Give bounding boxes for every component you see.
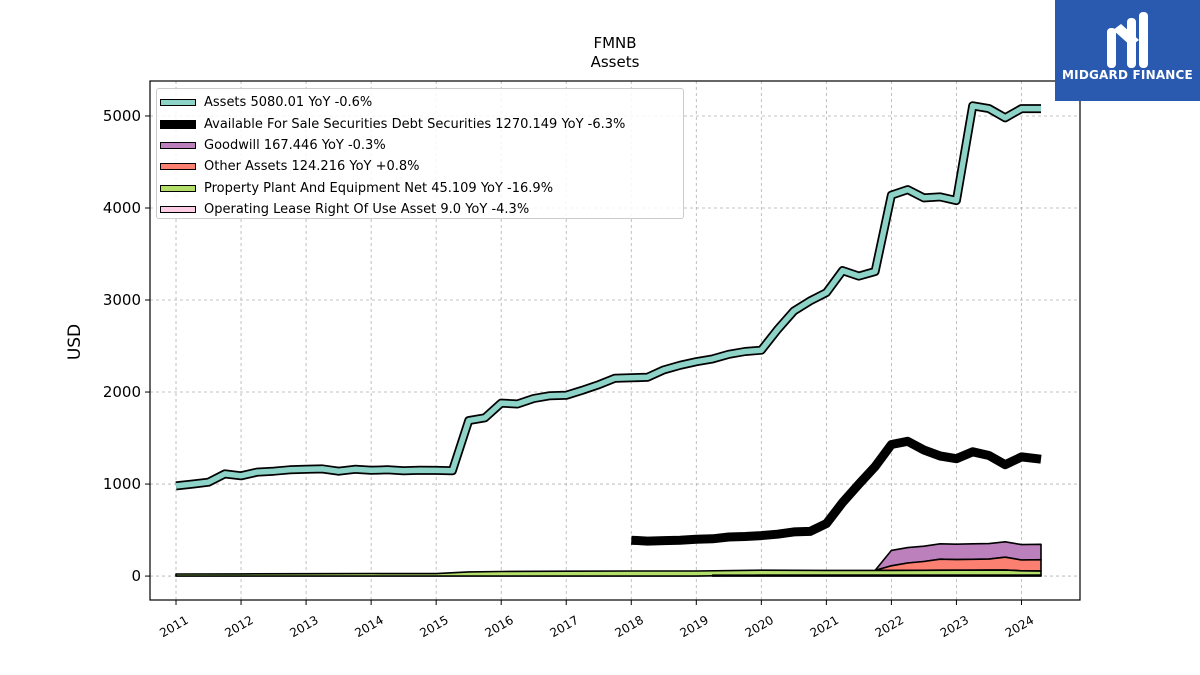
chart-title: FMNB	[593, 34, 636, 52]
area-operating-lease-right-of-use-asset	[711, 574, 1042, 577]
chart-subtitle: Assets	[591, 53, 640, 71]
legend: Assets 5080.01 YoY -0.6% Available For S…	[156, 88, 684, 219]
x-tick-label: 2013	[287, 613, 320, 640]
x-tick-label: 2021	[808, 613, 841, 640]
y-tick-label: 3000	[103, 291, 141, 309]
x-tick-label: 2024	[1003, 613, 1036, 640]
y-axis-label: USD	[65, 324, 85, 360]
y-tick-label: 2000	[103, 383, 141, 401]
x-tick-label: 2018	[613, 613, 646, 640]
legend-item-goodwill: Goodwill 167.446 YoY -0.3%	[157, 135, 683, 156]
legend-label: Other Assets 124.216 YoY +0.8%	[204, 159, 420, 175]
legend-label: Available For Sale Securities Debt Secur…	[204, 116, 626, 132]
x-tick-label: 2015	[417, 613, 450, 640]
line-available-for-sale-securities	[631, 436, 1042, 546]
x-tick-label: 2023	[938, 613, 971, 640]
x-tick-label: 2022	[873, 613, 906, 640]
legend-item-other-assets: Other Assets 124.216 YoY +0.8%	[157, 156, 683, 177]
x-tick-label: 2014	[352, 613, 385, 640]
legend-swatch	[160, 141, 196, 149]
legend-item-afs-securities: Available For Sale Securities Debt Secur…	[157, 113, 683, 134]
legend-swatch	[160, 206, 196, 214]
x-tick-label: 2016	[482, 613, 515, 640]
x-tick-label: 2017	[547, 613, 580, 640]
legend-label: Property Plant And Equipment Net 45.109 …	[204, 180, 554, 196]
x-tick-label: 2019	[678, 613, 711, 640]
legend-label: Operating Lease Right Of Use Asset 9.0 Y…	[204, 202, 530, 218]
legend-swatch	[160, 99, 196, 107]
legend-swatch	[160, 163, 196, 171]
plot-area	[175, 101, 1042, 577]
brand-logo: MIDGARD FINANCE	[1055, 0, 1200, 101]
legend-swatch	[160, 119, 196, 129]
logo-mark-icon	[1107, 12, 1148, 68]
legend-item-assets: Assets 5080.01 YoY -0.6%	[157, 92, 683, 113]
x-tick-label: 2012	[222, 613, 255, 640]
legend-swatch	[160, 184, 196, 192]
x-tick-label: 2020	[743, 613, 776, 640]
y-tick-label: 4000	[103, 199, 141, 217]
line-assets	[175, 103, 1041, 489]
legend-item-ppe: Property Plant And Equipment Net 45.109 …	[157, 178, 683, 199]
x-tick-label: 2011	[157, 613, 190, 640]
legend-label: Assets 5080.01 YoY -0.6%	[204, 95, 373, 111]
y-tick-label: 1000	[103, 475, 141, 493]
legend-item-operating-lease: Operating Lease Right Of Use Asset 9.0 Y…	[157, 199, 683, 220]
y-tick-label: 0	[131, 567, 141, 585]
logo-text: MIDGARD FINANCE	[1062, 68, 1193, 82]
legend-label: Goodwill 167.446 YoY -0.3%	[204, 137, 386, 153]
y-tick-label: 5000	[103, 107, 141, 125]
plot-frame	[149, 80, 1081, 601]
